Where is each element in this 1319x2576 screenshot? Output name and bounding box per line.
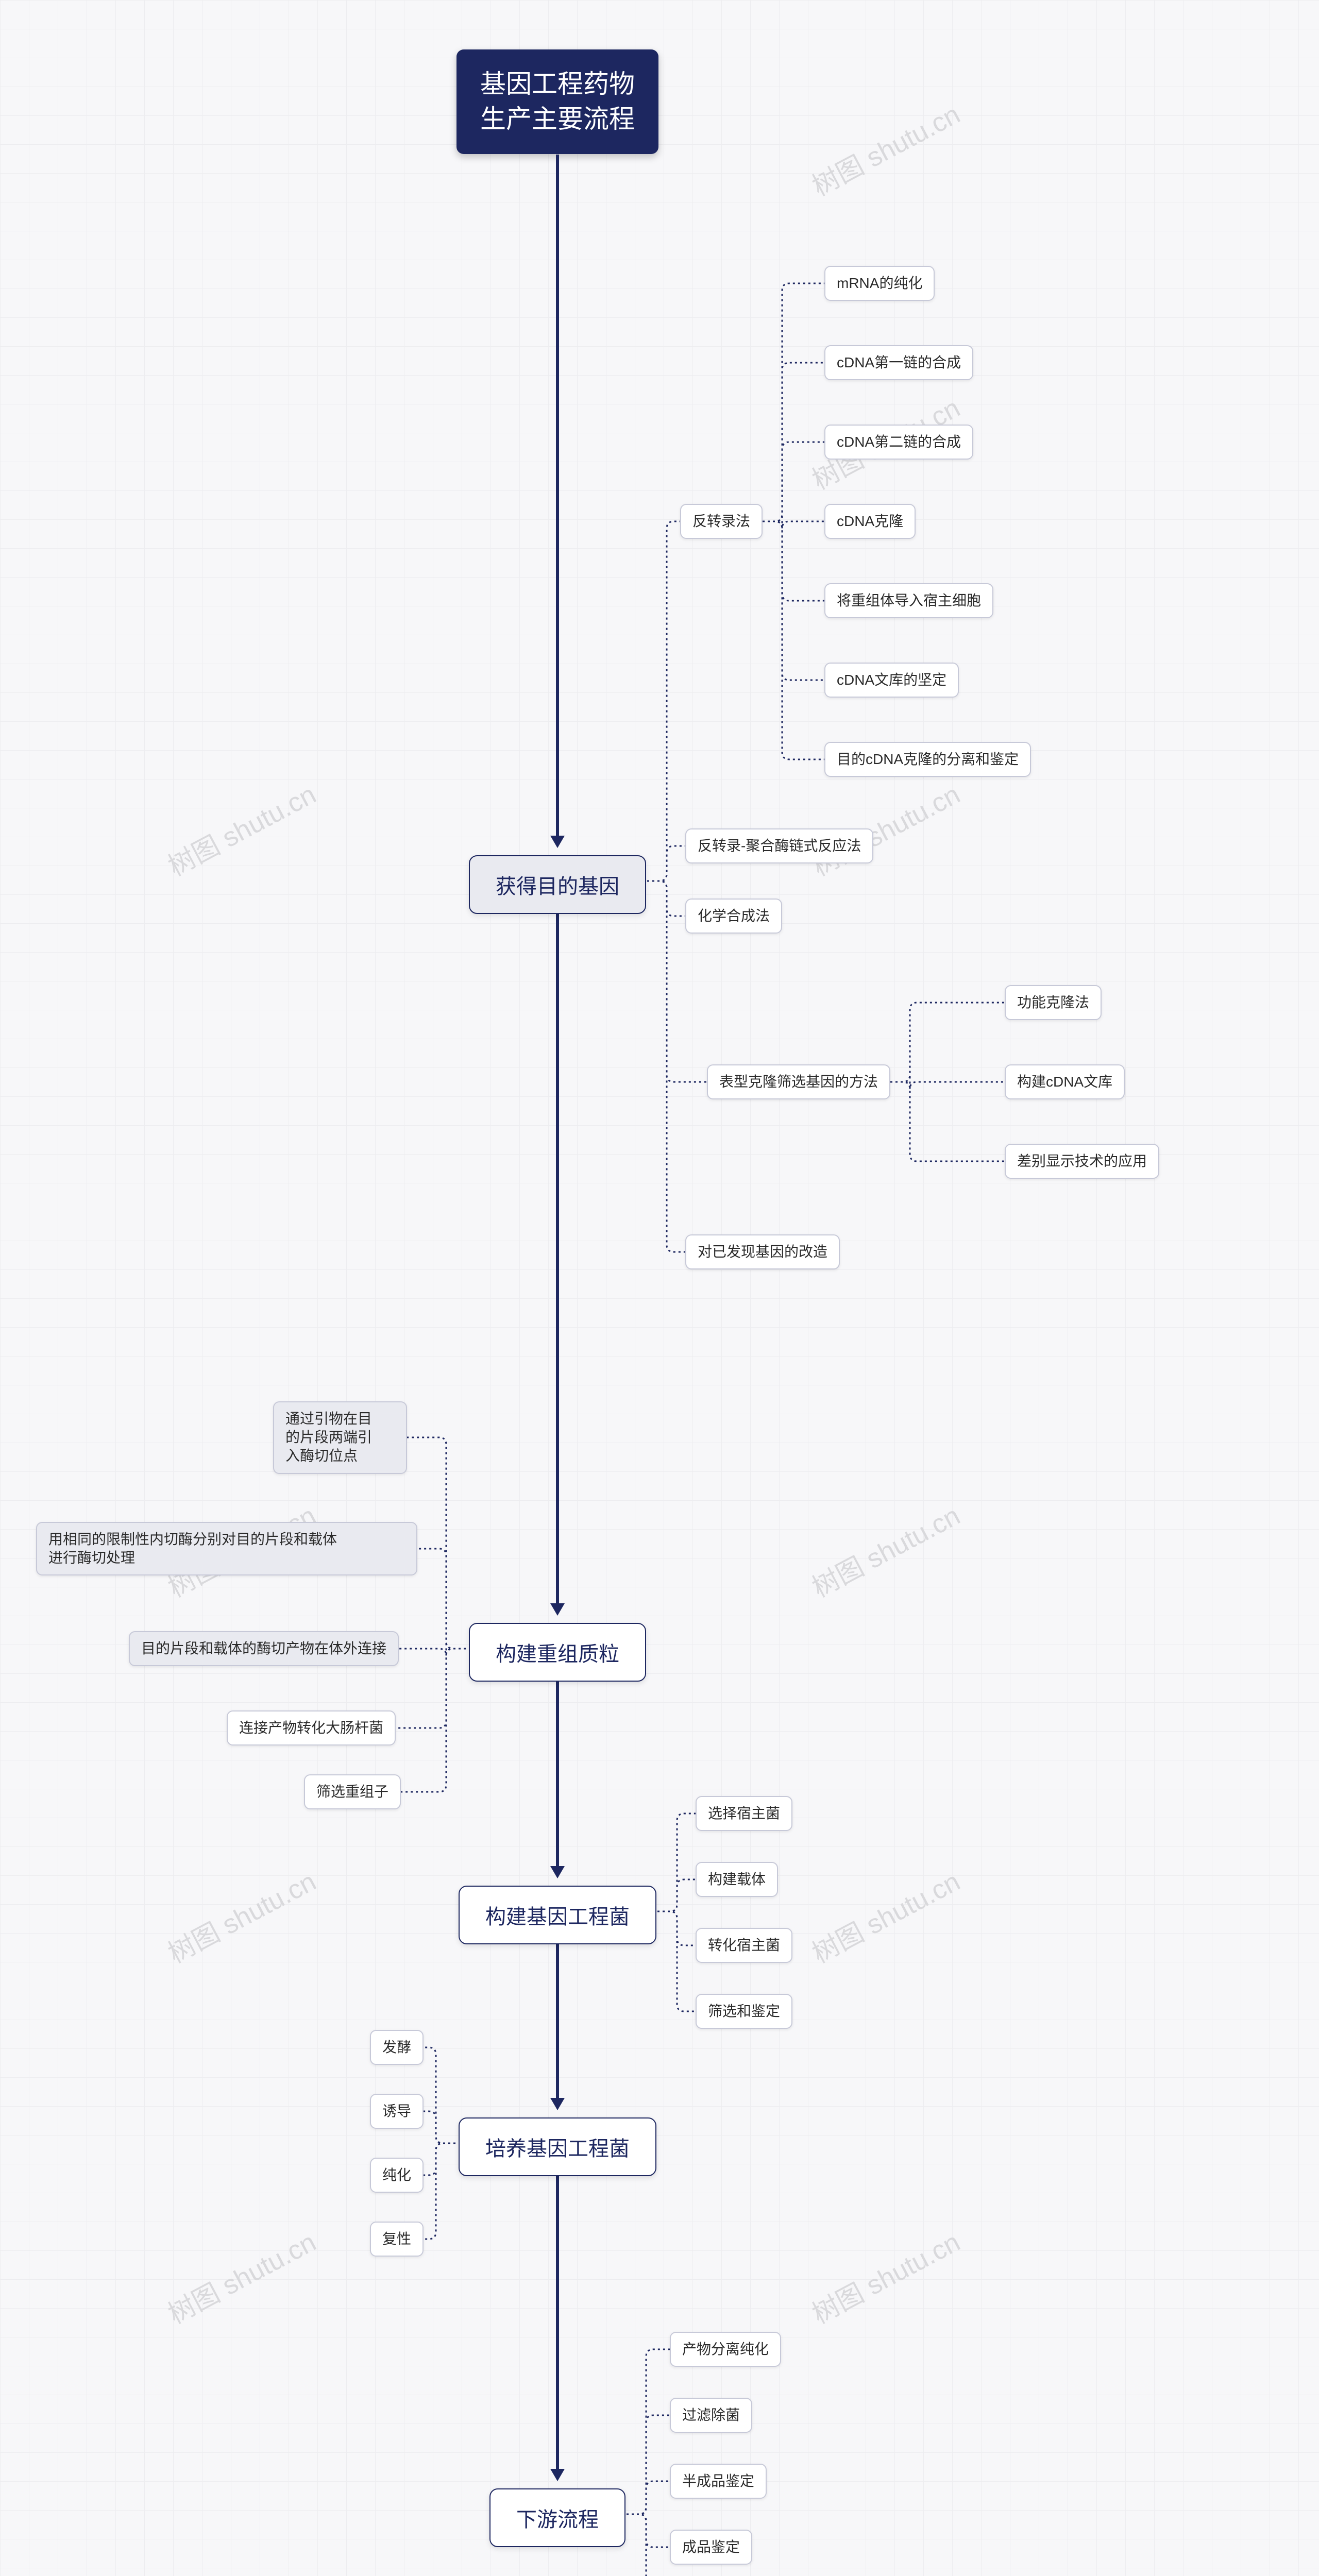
arrowhead-icon [550,1603,565,1616]
arrowhead-icon [550,836,565,848]
leaf-node: 选择宿主菌 [696,1796,792,1831]
connector-layer [0,0,1319,2576]
branch-node: 反转录法 [680,504,763,539]
main-node-m5: 下游流程 [489,2488,625,2547]
watermark: 树图 shutu.cn [804,1494,966,1604]
watermark: 树图 shutu.cn [160,2221,322,2331]
leaf-node: 目的cDNA克隆的分离和鉴定 [824,742,1031,777]
leaf-node: cDNA第一链的合成 [824,345,973,380]
root-node: 基因工程药物 生产主要流程 [456,49,658,154]
arrowhead-icon [550,2469,565,2481]
leaf-node: 发酵 [370,2030,424,2065]
watermark: 树图 shutu.cn [160,1860,322,1970]
leaf-node: 半成品鉴定 [670,2464,767,2499]
leaf-node: 连接产物转化大肠杆菌 [227,1710,396,1745]
leaf-node: 目的片段和载体的酶切产物在体外连接 [129,1631,399,1666]
leaf-node: 对已发现基因的改造 [685,1234,840,1269]
leaf-node: 化学合成法 [685,899,782,934]
leaf-node: 构建cDNA文库 [1005,1064,1125,1099]
leaf-node: 功能克隆法 [1005,985,1102,1020]
leaf-node: cDNA克隆 [824,504,916,539]
arrowhead-icon [550,2098,565,2110]
main-node-m1: 获得目的基因 [469,855,646,914]
flow-arrow [556,155,559,837]
leaf-node: 通过引物在目 的片段两端引 入酶切位点 [273,1401,407,1474]
leaf-node: 用相同的限制性内切酶分别对目的片段和载体 进行酶切处理 [36,1522,417,1576]
leaf-node: 差别显示技术的应用 [1005,1144,1159,1179]
leaf-node: cDNA文库的坚定 [824,663,959,698]
leaf-node: 产物分离纯化 [670,2332,781,2367]
flow-arrow [556,1676,559,1867]
watermark: 树图 shutu.cn [804,2221,966,2331]
leaf-node: 反转录-聚合酶链式反应法 [685,828,873,863]
branch-node: 表型克隆筛选基因的方法 [707,1064,890,1099]
watermark: 树图 shutu.cn [804,93,966,203]
main-node-m4: 培养基因工程菌 [459,2117,656,2176]
watermark: 树图 shutu.cn [160,773,322,883]
leaf-node: 复性 [370,2222,424,2257]
flow-arrow [556,909,559,1604]
flow-arrow [556,1939,559,2099]
leaf-node: 过滤除菌 [670,2398,752,2433]
leaf-node: 成品鉴定 [670,2530,752,2565]
leaf-node: 转化宿主菌 [696,1928,792,1963]
leaf-node: cDNA第二链的合成 [824,425,973,460]
leaf-node: 纯化 [370,2158,424,2193]
leaf-node: 诱导 [370,2094,424,2129]
leaf-node: 构建载体 [696,1862,778,1897]
main-node-m3: 构建基因工程菌 [459,1886,656,1944]
leaf-node: 筛选和鉴定 [696,1994,792,2029]
main-node-m2: 构建重组质粒 [469,1623,646,1682]
leaf-node: mRNA的纯化 [824,266,935,301]
arrowhead-icon [550,1866,565,1878]
leaf-node: 将重组体导入宿主细胞 [824,583,993,618]
flow-arrow [556,2171,559,2470]
leaf-node: 筛选重组子 [304,1774,401,1809]
diagram-canvas: 树图 shutu.cn 树图 shutu.cn 树图 shutu.cn 树图 shut… [0,0,1319,2576]
watermark: 树图 shutu.cn [804,1860,966,1970]
